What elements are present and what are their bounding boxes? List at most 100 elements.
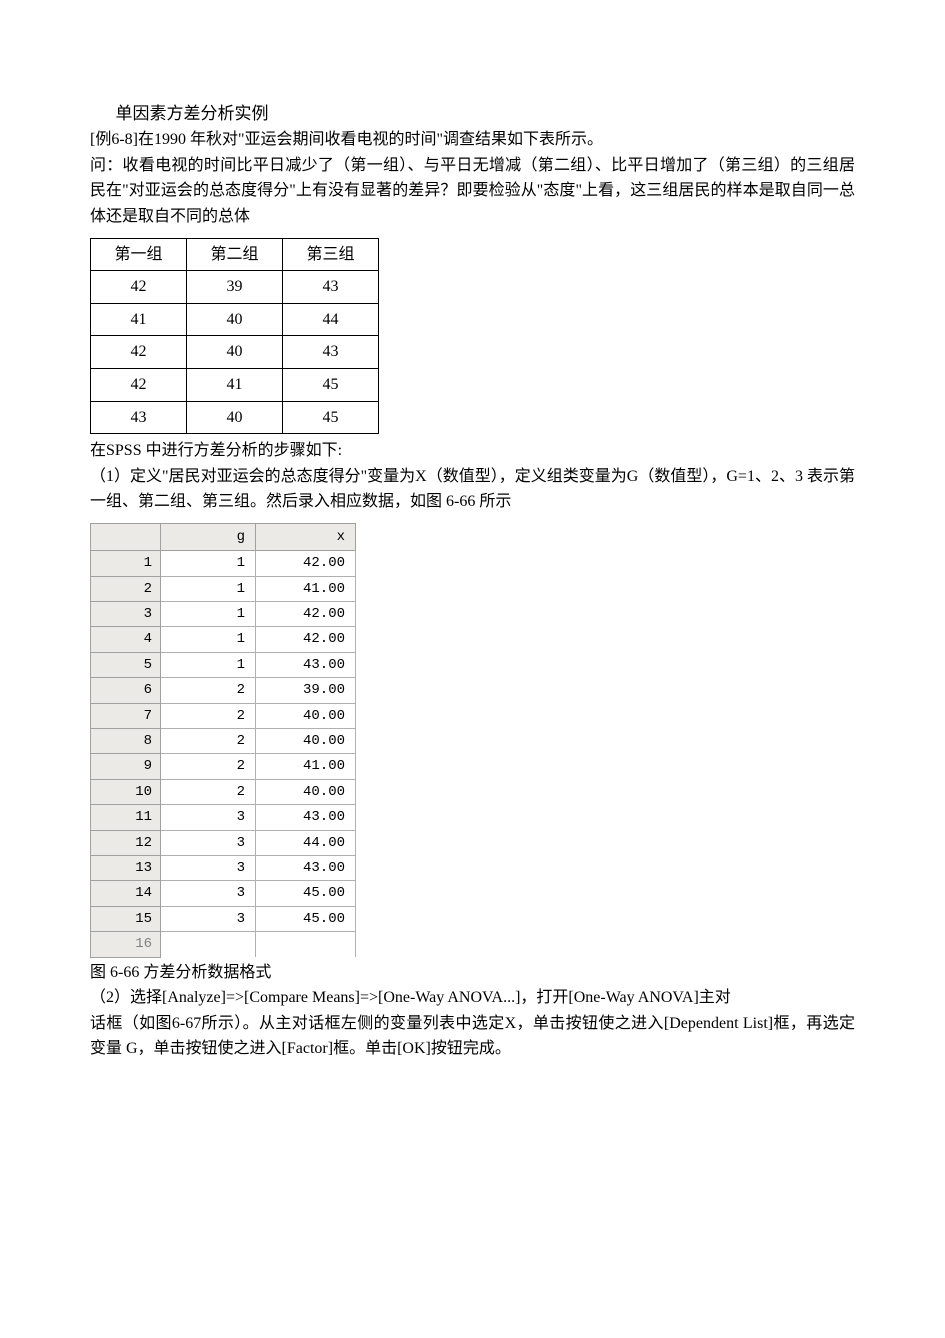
spss-cell-x: 44.00 [256,830,356,855]
spss-row: 9241.00 [91,754,356,779]
spss-row-number: 12 [91,830,161,855]
spss-cell-g: 1 [161,627,256,652]
col-header-1: 第一组 [91,238,187,271]
table-row: 424043 [91,336,379,369]
spss-row-number: 3 [91,602,161,627]
paragraph-step1: （1）定义"居民对亚运会的总态度得分"变量为X（数值型），定义组类变量为G（数值… [90,464,855,515]
spss-header-row: g x [91,523,356,550]
table-cell: 42 [91,368,187,401]
spss-cell-x: 40.00 [256,703,356,728]
spss-row: 5143.00 [91,652,356,677]
spss-row: 13343.00 [91,855,356,880]
table-cell: 44 [283,303,379,336]
spss-row-number: 4 [91,627,161,652]
spss-row-number: 2 [91,576,161,601]
table-cell: 40 [187,303,283,336]
spss-data-view: g x 1142.002141.003142.004142.005143.006… [90,523,855,958]
spss-cell-g: 1 [161,602,256,627]
spss-row: 7240.00 [91,703,356,728]
table-header-row: 第一组 第二组 第三组 [91,238,379,271]
table-row: 434045 [91,401,379,434]
spss-cell-x: 45.00 [256,881,356,906]
spss-row: 11343.00 [91,805,356,830]
spss-empty-row: 16 [91,932,356,957]
spss-row: 2141.00 [91,576,356,601]
spss-row-number: 13 [91,855,161,880]
table-cell: 43 [91,401,187,434]
spss-row-number: 16 [91,932,161,957]
spss-row: 14345.00 [91,881,356,906]
spss-cell-g: 3 [161,855,256,880]
spss-row: 4142.00 [91,627,356,652]
spss-cell-g: 3 [161,805,256,830]
col-header-2: 第二组 [187,238,283,271]
spss-cell-x: 45.00 [256,906,356,931]
spss-table: g x 1142.002141.003142.004142.005143.006… [90,523,356,958]
spss-cell-g: 2 [161,729,256,754]
table-cell: 45 [283,401,379,434]
spss-row: 12344.00 [91,830,356,855]
spss-cell-x: 43.00 [256,652,356,677]
spss-cell-x: 40.00 [256,779,356,804]
spss-corner-cell [91,523,161,550]
spss-cell-g: 3 [161,881,256,906]
spss-cell-x: 42.00 [256,551,356,576]
paragraph-example: [例6-8]在1990 年秋对"亚运会期间收看电视的时间"调查结果如下表所示。 [90,127,855,153]
paragraph-step2b: 话框（如图6-67所示）。从主对话框左侧的变量列表中选定X，单击按钮使之进入[D… [90,1011,855,1062]
table-cell: 45 [283,368,379,401]
spss-row: 8240.00 [91,729,356,754]
spss-row-number: 5 [91,652,161,677]
spss-cell-empty [256,932,356,957]
spss-cell-x: 42.00 [256,602,356,627]
spss-cell-g: 2 [161,754,256,779]
spss-row: 3142.00 [91,602,356,627]
spss-row-number: 9 [91,754,161,779]
spss-cell-x: 43.00 [256,805,356,830]
spss-row-number: 11 [91,805,161,830]
table-row: 414044 [91,303,379,336]
group-data-table: 第一组 第二组 第三组 4239434140444240434241454340… [90,238,379,435]
spss-row-number: 1 [91,551,161,576]
spss-row-number: 6 [91,678,161,703]
spss-cell-x: 41.00 [256,576,356,601]
spss-row-number: 15 [91,906,161,931]
spss-row: 15345.00 [91,906,356,931]
table-cell: 41 [91,303,187,336]
table-cell: 40 [187,401,283,434]
spss-cell-g: 2 [161,703,256,728]
spss-cell-g: 2 [161,678,256,703]
spss-cell-g: 3 [161,906,256,931]
spss-cell-empty [161,932,256,957]
spss-row: 10240.00 [91,779,356,804]
table-cell: 39 [187,271,283,304]
spss-row-number: 8 [91,729,161,754]
table-cell: 42 [91,336,187,369]
spss-row: 6239.00 [91,678,356,703]
spss-row: 1142.00 [91,551,356,576]
table-cell: 41 [187,368,283,401]
spss-row-number: 10 [91,779,161,804]
spss-cell-g: 1 [161,551,256,576]
spss-cell-x: 42.00 [256,627,356,652]
figure-caption: 图 6-66 方差分析数据格式 [90,960,855,986]
paragraph-spss-intro: 在SPSS 中进行方差分析的步骤如下: [90,438,855,464]
spss-cell-x: 40.00 [256,729,356,754]
table-cell: 42 [91,271,187,304]
spss-cell-x: 39.00 [256,678,356,703]
table-cell: 43 [283,271,379,304]
spss-cell-x: 41.00 [256,754,356,779]
table-cell: 40 [187,336,283,369]
spss-row-number: 14 [91,881,161,906]
spss-row-number: 7 [91,703,161,728]
table-row: 423943 [91,271,379,304]
spss-cell-x: 43.00 [256,855,356,880]
paragraph-question: 问：收看电视的时间比平日减少了（第一组）、与平日无增减（第二组）、比平日增加了（… [90,153,855,230]
spss-col-header-g: g [161,523,256,550]
spss-cell-g: 2 [161,779,256,804]
table-cell: 43 [283,336,379,369]
doc-title: 单因素方差分析实例 [116,100,856,127]
col-header-3: 第三组 [283,238,379,271]
spss-cell-g: 1 [161,652,256,677]
spss-cell-g: 1 [161,576,256,601]
paragraph-step2a: （2）选择[Analyze]=>[Compare Means]=>[One-Wa… [90,985,855,1011]
